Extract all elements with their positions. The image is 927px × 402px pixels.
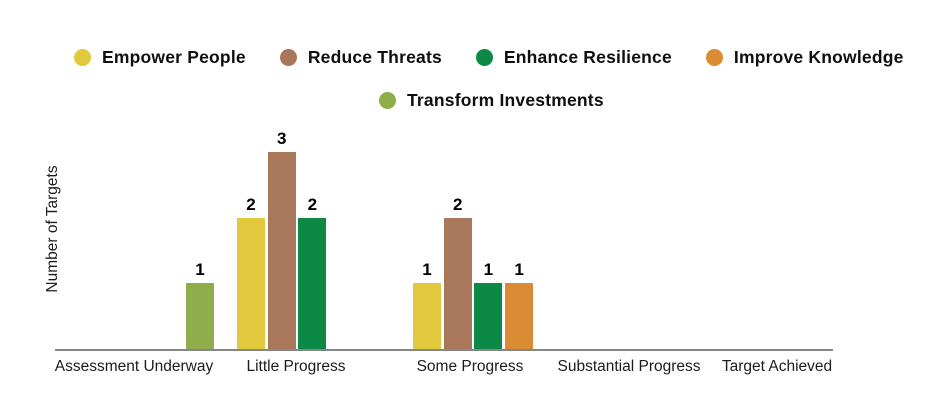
bar-value-label: 1	[483, 260, 494, 280]
legend-label: Transform Investments	[407, 90, 604, 110]
bar-value-label: 2	[452, 194, 463, 214]
legend-item-improve-knowledge: Improve Knowledge	[705, 47, 904, 68]
legend-item-reduce-threats: Reduce Threats	[279, 47, 442, 68]
bar-value-label: 3	[276, 128, 287, 148]
legend-label: Improve Knowledge	[733, 47, 904, 67]
bar-empower-people-some-progress	[413, 283, 441, 349]
bar-value-label: 2	[246, 194, 256, 214]
x-axis-label-target-achieved: Target Achieved	[721, 358, 833, 375]
legend-row-1: Empower People Reduce Threats Enhance Resi…	[74, 47, 904, 68]
legend-item-transform-investments: Transform Investments	[379, 90, 604, 111]
legend-dot-icon	[705, 49, 723, 66]
bar-transform-investments-assessment-underway	[186, 283, 214, 349]
bar-value-label: 1	[514, 260, 524, 280]
legend-item-empower-people: Empower People	[74, 47, 246, 68]
bar-value-label: 1	[195, 260, 205, 280]
bar-reduce-threats-some-progress	[443, 217, 472, 349]
bar-improve-knowledge-some-progress	[505, 283, 534, 349]
legend-item-enhance-resilience: Enhance Resilience	[475, 47, 672, 68]
legend-dot-icon	[279, 49, 297, 66]
x-axis-label-assessment-underway: Assessment Underway	[54, 358, 214, 375]
x-axis-label-substantial-progress: Substantial Progress	[557, 358, 701, 375]
legend-label: Empower People	[102, 47, 246, 67]
y-axis-title: Number of Targets	[44, 165, 61, 293]
x-axis-label-some-progress: Some Progress	[416, 358, 524, 375]
bar-value-label: 2	[307, 194, 318, 214]
legend-dot-icon	[379, 92, 396, 109]
bar-value-label: 1	[422, 260, 432, 280]
legend-label: Reduce Threats	[307, 47, 442, 67]
x-axis-label-little-progress: Little Progress	[246, 358, 346, 375]
bar-enhance-resilience-some-progress	[474, 283, 503, 349]
bar-enhance-resilience-little-progress	[298, 217, 327, 349]
bar-empower-people-little-progress	[237, 217, 265, 349]
legend-dot-icon	[475, 49, 493, 66]
legend-row-2: Transform Investments	[379, 90, 604, 111]
legend-dot-icon	[74, 49, 91, 66]
legend-label: Enhance Resilience	[503, 47, 672, 67]
x-axis-line	[55, 349, 833, 351]
bar-reduce-threats-little-progress	[267, 151, 296, 349]
